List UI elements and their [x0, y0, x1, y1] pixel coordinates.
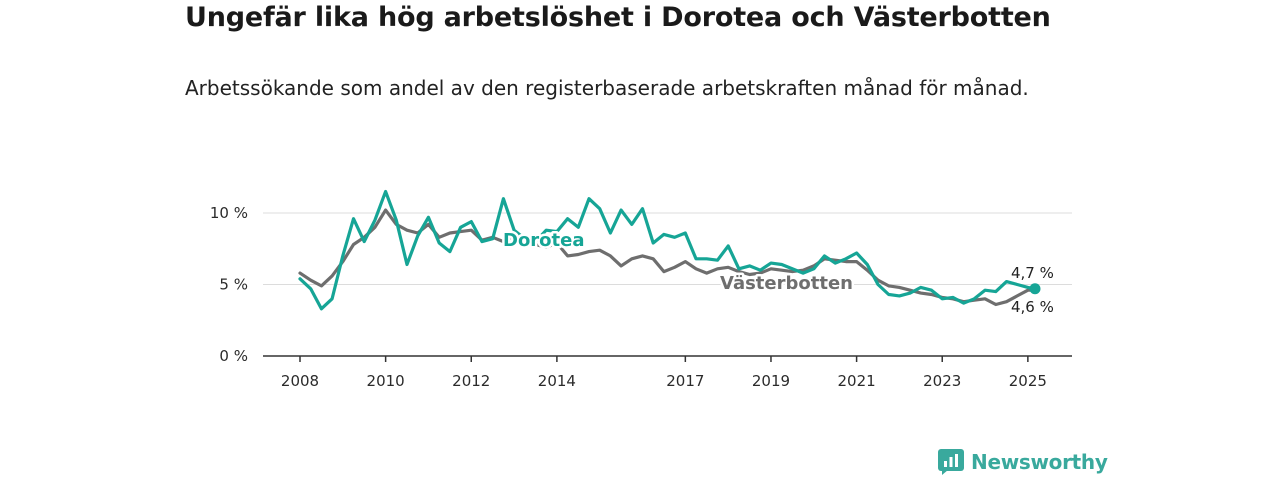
x-tick-label: 2012: [452, 372, 490, 390]
x-tick-label: 2010: [367, 372, 405, 390]
newsworthy-logo-icon: [938, 449, 964, 475]
series-line-dorotea: [298, 189, 1037, 311]
chart-title: Ungefär lika hög arbetslöshet i Dorotea …: [185, 2, 1051, 33]
x-tick-label: 2025: [1009, 372, 1047, 390]
series-end-point: [1029, 283, 1041, 295]
y-tick-label: 0 %: [219, 347, 248, 365]
brand-logo[interactable]: Newsworthy: [938, 449, 1108, 475]
series-label-vasterbotten: Västerbotten: [720, 273, 853, 294]
x-tick-label: 2014: [538, 372, 576, 390]
x-tick-label: 2023: [923, 372, 961, 390]
series-label-vasterbotten-halo: Västerbotten: [720, 273, 853, 294]
end-label-dorotea: 4,7 %: [1011, 264, 1054, 282]
x-tick-label: 2019: [752, 372, 790, 390]
x-tick-label: 2021: [838, 372, 876, 390]
x-tick-label: 2017: [666, 372, 704, 390]
end-label-vasterbotten: 4,6 %: [1011, 298, 1054, 316]
y-tick-label: 5 %: [219, 276, 248, 294]
series-label-dorotea: Dorotea: [503, 230, 585, 251]
series-label-dorotea-halo: Dorotea: [503, 230, 585, 251]
x-tick-label: 2008: [281, 372, 319, 390]
y-tick-label: 10 %: [210, 204, 248, 222]
chart-subtitle: Arbetssökande som andel av den registerb…: [185, 76, 1029, 100]
brand-name: Newsworthy: [971, 450, 1108, 474]
